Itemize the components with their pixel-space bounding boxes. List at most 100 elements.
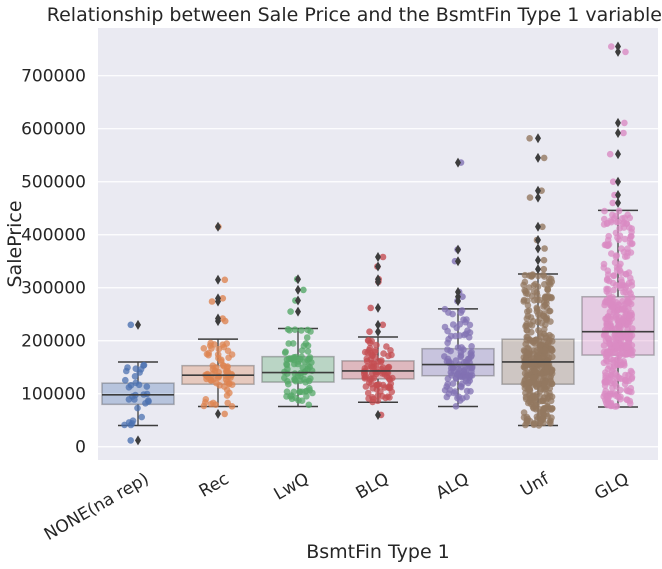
- outlier-marker: [295, 284, 301, 295]
- data-point: [609, 199, 616, 207]
- data-point: [304, 326, 312, 334]
- data-point: [610, 286, 617, 294]
- data-point: [622, 48, 629, 56]
- data-point: [291, 354, 298, 362]
- data-point: [619, 316, 627, 324]
- data-point: [616, 232, 624, 239]
- data-point: [539, 223, 546, 231]
- data-point: [299, 388, 306, 396]
- data-point: [443, 393, 451, 401]
- data-point: [125, 396, 133, 403]
- data-point: [291, 370, 299, 377]
- data-point: [531, 374, 538, 382]
- data-point: [537, 419, 544, 427]
- data-point: [541, 273, 548, 280]
- data-point: [221, 410, 228, 418]
- data-point: [283, 393, 290, 400]
- y-axis-label: SalePrice: [4, 200, 26, 287]
- y-tick-label: 400000: [21, 226, 86, 246]
- data-point: [526, 385, 534, 393]
- data-point: [366, 344, 374, 352]
- box-group: [581, 41, 655, 410]
- data-point: [523, 320, 530, 328]
- data-point: [620, 358, 627, 365]
- data-point: [601, 299, 609, 306]
- data-point: [616, 282, 623, 289]
- outlier-marker: [535, 221, 541, 232]
- data-point: [522, 393, 530, 401]
- data-point: [388, 388, 396, 396]
- data-point: [610, 272, 618, 280]
- data-point: [304, 348, 312, 355]
- data-point: [443, 383, 451, 390]
- data-point: [603, 378, 610, 385]
- data-point: [385, 364, 392, 371]
- data-point: [622, 270, 630, 278]
- data-point: [547, 420, 554, 427]
- outlier-marker: [135, 435, 141, 446]
- data-point: [623, 377, 630, 385]
- outlier-marker: [535, 255, 541, 266]
- data-point: [134, 404, 141, 412]
- data-point: [612, 253, 620, 261]
- x-tick-label: ALQ: [433, 469, 473, 504]
- data-point: [538, 359, 545, 367]
- data-point: [603, 323, 611, 330]
- data-point: [536, 341, 544, 349]
- data-point: [366, 328, 373, 336]
- data-point: [291, 326, 299, 334]
- data-point: [209, 376, 217, 383]
- data-point: [531, 420, 538, 427]
- data-point: [300, 375, 308, 383]
- data-point: [536, 346, 544, 354]
- data-point: [445, 335, 452, 343]
- data-point: [601, 207, 608, 215]
- data-point: [609, 211, 616, 219]
- data-point: [379, 253, 387, 261]
- x-tick-label: LwQ: [271, 469, 313, 505]
- data-point: [528, 328, 535, 336]
- data-point: [541, 245, 548, 252]
- outlier-marker: [535, 152, 541, 163]
- data-point: [628, 369, 636, 376]
- data-point: [619, 305, 627, 313]
- data-point: [548, 405, 556, 412]
- data-point: [612, 335, 619, 343]
- data-point: [530, 350, 537, 358]
- data-point: [468, 343, 475, 350]
- outlier-marker: [615, 189, 621, 200]
- data-point: [209, 362, 217, 370]
- data-point: [600, 359, 608, 367]
- data-point: [540, 330, 548, 338]
- data-point: [611, 380, 619, 387]
- data-point: [285, 380, 292, 388]
- chart-title: Relationship between Sale Price and the …: [46, 4, 662, 26]
- data-point: [287, 308, 294, 315]
- data-point: [143, 383, 151, 390]
- data-point: [615, 393, 622, 401]
- outlier-marker: [455, 157, 461, 168]
- data-point: [541, 347, 549, 355]
- data-point: [523, 315, 531, 322]
- data-point: [368, 363, 375, 370]
- data-point: [540, 265, 548, 273]
- data-point: [379, 364, 387, 371]
- data-point: [449, 380, 457, 387]
- data-point: [626, 214, 634, 222]
- data-point: [303, 393, 310, 400]
- data-point: [615, 301, 622, 308]
- outlier-marker: [295, 306, 301, 317]
- data-point: [614, 355, 621, 363]
- data-point: [458, 383, 465, 391]
- data-point: [298, 327, 305, 334]
- data-point: [383, 343, 390, 350]
- data-point: [604, 365, 612, 373]
- data-point: [523, 349, 530, 356]
- data-point: [208, 298, 216, 305]
- data-point: [373, 341, 380, 349]
- data-point: [291, 376, 299, 384]
- outlier-marker: [615, 149, 621, 160]
- data-point: [466, 329, 474, 336]
- data-point: [604, 242, 612, 249]
